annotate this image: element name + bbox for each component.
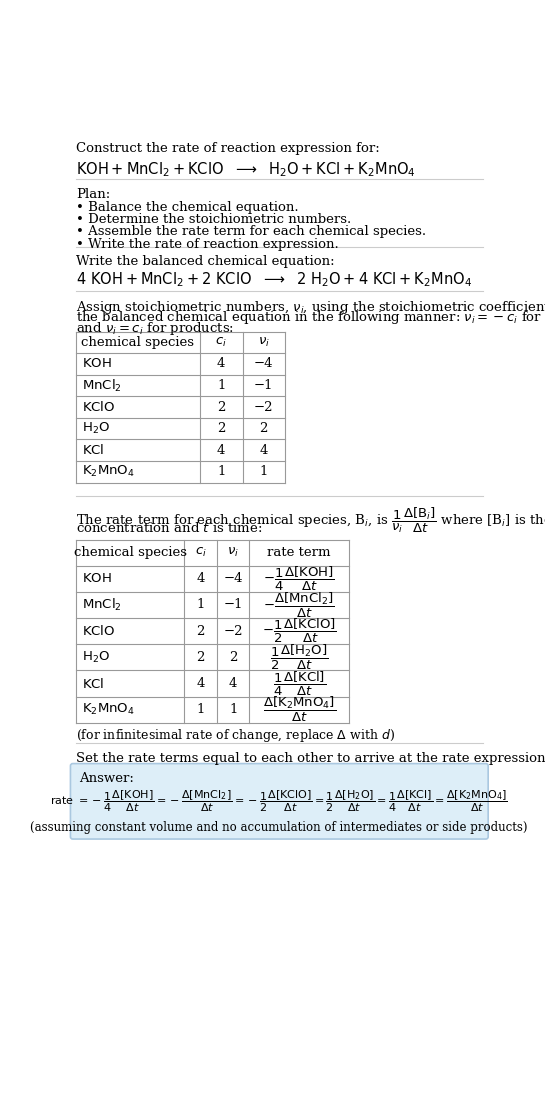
Text: $\nu_i$: $\nu_i$ [227, 546, 239, 560]
Text: $c_i$: $c_i$ [215, 336, 227, 349]
Text: 1: 1 [229, 704, 238, 716]
Text: $\mathrm{MnCl_2}$: $\mathrm{MnCl_2}$ [82, 597, 122, 613]
Text: Plan:: Plan: [76, 188, 110, 202]
Text: 4: 4 [196, 677, 205, 690]
Text: $\nu_i$: $\nu_i$ [258, 336, 270, 349]
Text: $\mathrm{MnCl_2}$: $\mathrm{MnCl_2}$ [82, 378, 122, 393]
Text: $\dfrac{\Delta[\mathrm{K_2MnO_4}]}{\Delta t}$: $\dfrac{\Delta[\mathrm{K_2MnO_4}]}{\Delt… [263, 695, 336, 725]
Text: • Assemble the rate term for each chemical species.: • Assemble the rate term for each chemic… [76, 225, 426, 238]
Text: 2: 2 [229, 650, 238, 664]
Text: $\mathrm{K_2MnO_4}$: $\mathrm{K_2MnO_4}$ [82, 464, 135, 480]
Text: (for infinitesimal rate of change, replace $\Delta$ with $d$): (for infinitesimal rate of change, repla… [76, 727, 395, 745]
Text: Answer:: Answer: [79, 772, 134, 786]
Text: 2: 2 [259, 422, 268, 435]
Text: • Balance the chemical equation.: • Balance the chemical equation. [76, 201, 299, 214]
Text: $\dfrac{1}{4}\dfrac{\Delta[\mathrm{KCl}]}{\Delta t}$: $\dfrac{1}{4}\dfrac{\Delta[\mathrm{KCl}]… [272, 669, 325, 698]
Text: 4: 4 [217, 443, 226, 456]
Text: chemical species: chemical species [81, 336, 195, 349]
Text: chemical species: chemical species [74, 546, 186, 560]
Text: and $\nu_i = c_i$ for products:: and $\nu_i = c_i$ for products: [76, 320, 234, 337]
Text: −2: −2 [254, 401, 274, 413]
Text: rate $= -\dfrac{1}{4}\dfrac{\Delta[\mathrm{KOH}]}{\Delta t}= -\dfrac{\Delta[\mat: rate $= -\dfrac{1}{4}\dfrac{\Delta[\math… [50, 789, 508, 814]
Text: −2: −2 [223, 625, 243, 637]
Text: • Write the rate of reaction expression.: • Write the rate of reaction expression. [76, 238, 338, 250]
Text: 1: 1 [217, 465, 226, 479]
Text: 4: 4 [259, 443, 268, 456]
Text: $-\dfrac{1}{4}\dfrac{\Delta[\mathrm{KOH}]}{\Delta t}$: $-\dfrac{1}{4}\dfrac{\Delta[\mathrm{KOH}… [263, 565, 335, 593]
Text: $\mathrm{K_2MnO_4}$: $\mathrm{K_2MnO_4}$ [82, 702, 135, 717]
Text: −1: −1 [254, 379, 274, 392]
Text: $\mathrm{KOH}$: $\mathrm{KOH}$ [82, 358, 112, 370]
Text: −4: −4 [254, 358, 274, 370]
Text: −4: −4 [223, 573, 243, 585]
FancyBboxPatch shape [70, 763, 488, 839]
Text: 2: 2 [196, 650, 205, 664]
Text: 2: 2 [217, 401, 226, 413]
Text: 1: 1 [196, 704, 205, 716]
Text: $\mathrm{KOH + MnCl_2 + KClO\ \ \longrightarrow\ \ H_2O + KCl + K_2MnO_4}$: $\mathrm{KOH + MnCl_2 + KClO\ \ \longrig… [76, 160, 416, 178]
Text: 4: 4 [196, 573, 205, 585]
Text: $\mathrm{KOH}$: $\mathrm{KOH}$ [82, 573, 112, 585]
Text: rate term: rate term [268, 546, 331, 560]
Text: 4: 4 [229, 677, 238, 690]
Text: $-\dfrac{\Delta[\mathrm{MnCl_2}]}{\Delta t}$: $-\dfrac{\Delta[\mathrm{MnCl_2}]}{\Delta… [263, 591, 335, 619]
Text: Assign stoichiometric numbers, $\nu_i$, using the stoichiometric coefficients, $: Assign stoichiometric numbers, $\nu_i$, … [76, 298, 545, 316]
Text: $\mathrm{KCl}$: $\mathrm{KCl}$ [82, 677, 105, 690]
Text: $\dfrac{1}{2}\dfrac{\Delta[\mathrm{H_2O}]}{\Delta t}$: $\dfrac{1}{2}\dfrac{\Delta[\mathrm{H_2O}… [270, 643, 328, 671]
Text: 1: 1 [196, 598, 205, 612]
Text: $-\dfrac{1}{2}\dfrac{\Delta[\mathrm{KClO}]}{\Delta t}$: $-\dfrac{1}{2}\dfrac{\Delta[\mathrm{KClO… [262, 617, 336, 645]
Text: The rate term for each chemical species, B$_i$, is $\dfrac{1}{\nu_i}\dfrac{\Delt: The rate term for each chemical species,… [76, 505, 545, 535]
Text: (assuming constant volume and no accumulation of intermediates or side products): (assuming constant volume and no accumul… [30, 821, 528, 834]
Text: 4: 4 [217, 358, 226, 370]
Text: −1: −1 [223, 598, 243, 612]
Text: 1: 1 [259, 465, 268, 479]
Text: Write the balanced chemical equation:: Write the balanced chemical equation: [76, 255, 335, 268]
Text: $\mathrm{KClO}$: $\mathrm{KClO}$ [82, 624, 116, 638]
Text: 2: 2 [217, 422, 226, 435]
Text: $\mathrm{KCl}$: $\mathrm{KCl}$ [82, 443, 105, 458]
Text: $c_i$: $c_i$ [195, 546, 207, 560]
Text: concentration and $t$ is time:: concentration and $t$ is time: [76, 521, 262, 535]
Text: Set the rate terms equal to each other to arrive at the rate expression:: Set the rate terms equal to each other t… [76, 752, 545, 765]
Text: Construct the rate of reaction expression for:: Construct the rate of reaction expressio… [76, 142, 380, 155]
Text: 2: 2 [196, 625, 205, 637]
Text: 1: 1 [217, 379, 226, 392]
Text: $\mathrm{4\ KOH + MnCl_2 + 2\ KClO\ \ \longrightarrow\ \ 2\ H_2O + 4\ KCl + K_2M: $\mathrm{4\ KOH + MnCl_2 + 2\ KClO\ \ \l… [76, 270, 472, 289]
Text: $\mathrm{H_2O}$: $\mathrm{H_2O}$ [82, 649, 110, 665]
Text: $\mathrm{KClO}$: $\mathrm{KClO}$ [82, 400, 116, 414]
Text: the balanced chemical equation in the following manner: $\nu_i = -c_i$ for react: the balanced chemical equation in the fo… [76, 309, 545, 326]
Text: • Determine the stoichiometric numbers.: • Determine the stoichiometric numbers. [76, 213, 351, 226]
Text: $\mathrm{H_2O}$: $\mathrm{H_2O}$ [82, 421, 110, 437]
